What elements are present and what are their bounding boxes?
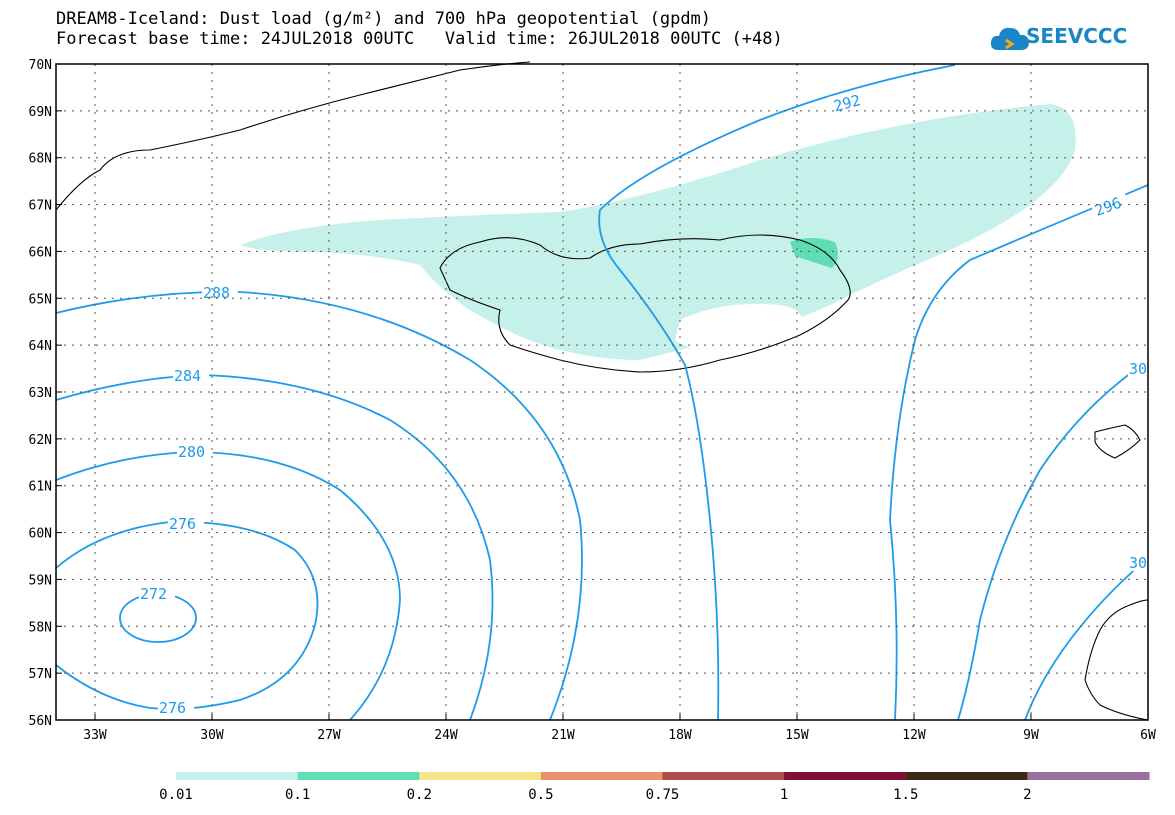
- colorbar-segment: [1027, 772, 1150, 780]
- colorbar-segment: [540, 772, 663, 780]
- contour-280: [55, 451, 401, 721]
- dust-area-white-hole: [675, 304, 803, 351]
- colorbar-tick-label: 0.01: [159, 787, 193, 803]
- contour-label-300-south: 30: [1129, 554, 1147, 572]
- lon-label: 12W: [902, 728, 926, 743]
- lat-label: 65N: [29, 292, 52, 307]
- lat-label: 61N: [29, 480, 52, 495]
- colorbar-segment: [419, 772, 542, 780]
- lon-label: 18W: [668, 728, 692, 743]
- colorbar-tick-label: 0.5: [528, 787, 553, 803]
- contour-label-284: 284: [174, 367, 201, 385]
- lat-label: 60N: [29, 527, 52, 542]
- lat-label: 58N: [29, 620, 52, 635]
- colorbar-tick-label: 0.1: [285, 787, 310, 803]
- lon-label: 24W: [434, 728, 458, 743]
- contour-label-280: 280: [178, 443, 205, 461]
- contour-label-292: 292: [832, 91, 863, 115]
- lon-label: 30W: [200, 728, 224, 743]
- contour-288: [55, 290, 583, 721]
- colorbar-segment: [905, 772, 1028, 780]
- lat-label: 66N: [29, 245, 52, 260]
- lat-label: 57N: [29, 667, 52, 682]
- contour-label-272: 272: [140, 585, 167, 603]
- colorbar-tick-label: 0.2: [407, 787, 432, 803]
- lat-label: 62N: [29, 433, 52, 448]
- colorbar-segment: [297, 772, 420, 780]
- seevccc-logo: SEEVCCC: [990, 18, 1140, 60]
- dust-area-light: [240, 104, 1076, 360]
- contour-label-276-upper: 276: [169, 515, 196, 533]
- lat-label: 63N: [29, 386, 52, 401]
- lat-label: 59N: [29, 573, 52, 588]
- contour-292: [598, 64, 956, 721]
- contour-296: [889, 184, 1149, 721]
- logo-text: SEEVCCC: [1026, 24, 1128, 48]
- lon-label: 21W: [551, 728, 575, 743]
- colorbar-segment: [662, 772, 785, 780]
- lon-label: 15W: [785, 728, 809, 743]
- cloud-icon: [990, 27, 1029, 50]
- colorbar: 0.01 0.1 0.2 0.5 0.75 1 1.5 2: [159, 772, 1150, 803]
- colorbar-tick-label: 0.75: [646, 787, 680, 803]
- dust-area-mid: [790, 238, 838, 268]
- contour-label-288: 288: [203, 284, 230, 302]
- colorbar-segment: [176, 772, 299, 780]
- contour-300-north: [957, 369, 1136, 721]
- lat-label: 69N: [29, 105, 52, 120]
- lat-label: 70N: [29, 58, 52, 73]
- faroe-coast: [1094, 424, 1141, 459]
- latitude-labels: 70N 69N 68N 67N 66N 65N 64N 63N 62N 61N 60N 59N 58N 5…: [29, 58, 52, 729]
- longitude-labels: 33W 30W 27W 24W 21W 18W 15W 12W 9W 6W: [83, 728, 1156, 743]
- map-frame: [55, 63, 1149, 721]
- contour-label-276-lower: 276: [159, 699, 186, 717]
- colorbar-tick-label: 2: [1023, 787, 1031, 803]
- lat-label: 68N: [29, 152, 52, 167]
- lon-label: 9W: [1023, 728, 1039, 743]
- lon-label: 33W: [83, 728, 107, 743]
- map-title: DREAM8-Iceland: Dust load (g/m²) and 700…: [56, 9, 712, 29]
- contour-300-south: [1024, 564, 1141, 721]
- lat-label: 56N: [29, 714, 52, 729]
- lat-label: 64N: [29, 339, 52, 354]
- greenland-coast: [55, 61, 531, 211]
- graticule: [56, 63, 1149, 721]
- lon-label: 6W: [1140, 728, 1156, 743]
- iceland-coast: [439, 234, 851, 373]
- colorbar-segment: [784, 772, 907, 780]
- scotland-coast: [1084, 599, 1149, 721]
- colorbar-tick-label: 1.5: [893, 787, 918, 803]
- contour-label-296: 296: [1092, 194, 1124, 220]
- contour-284: [55, 374, 494, 721]
- lon-label: 27W: [317, 728, 341, 743]
- contour-label-300-north: 30: [1129, 360, 1147, 378]
- map-subtitle: Forecast base time: 24JUL2018 00UTC Vali…: [56, 29, 783, 49]
- colorbar-tick-label: 1: [780, 787, 788, 803]
- lat-label: 67N: [29, 199, 52, 214]
